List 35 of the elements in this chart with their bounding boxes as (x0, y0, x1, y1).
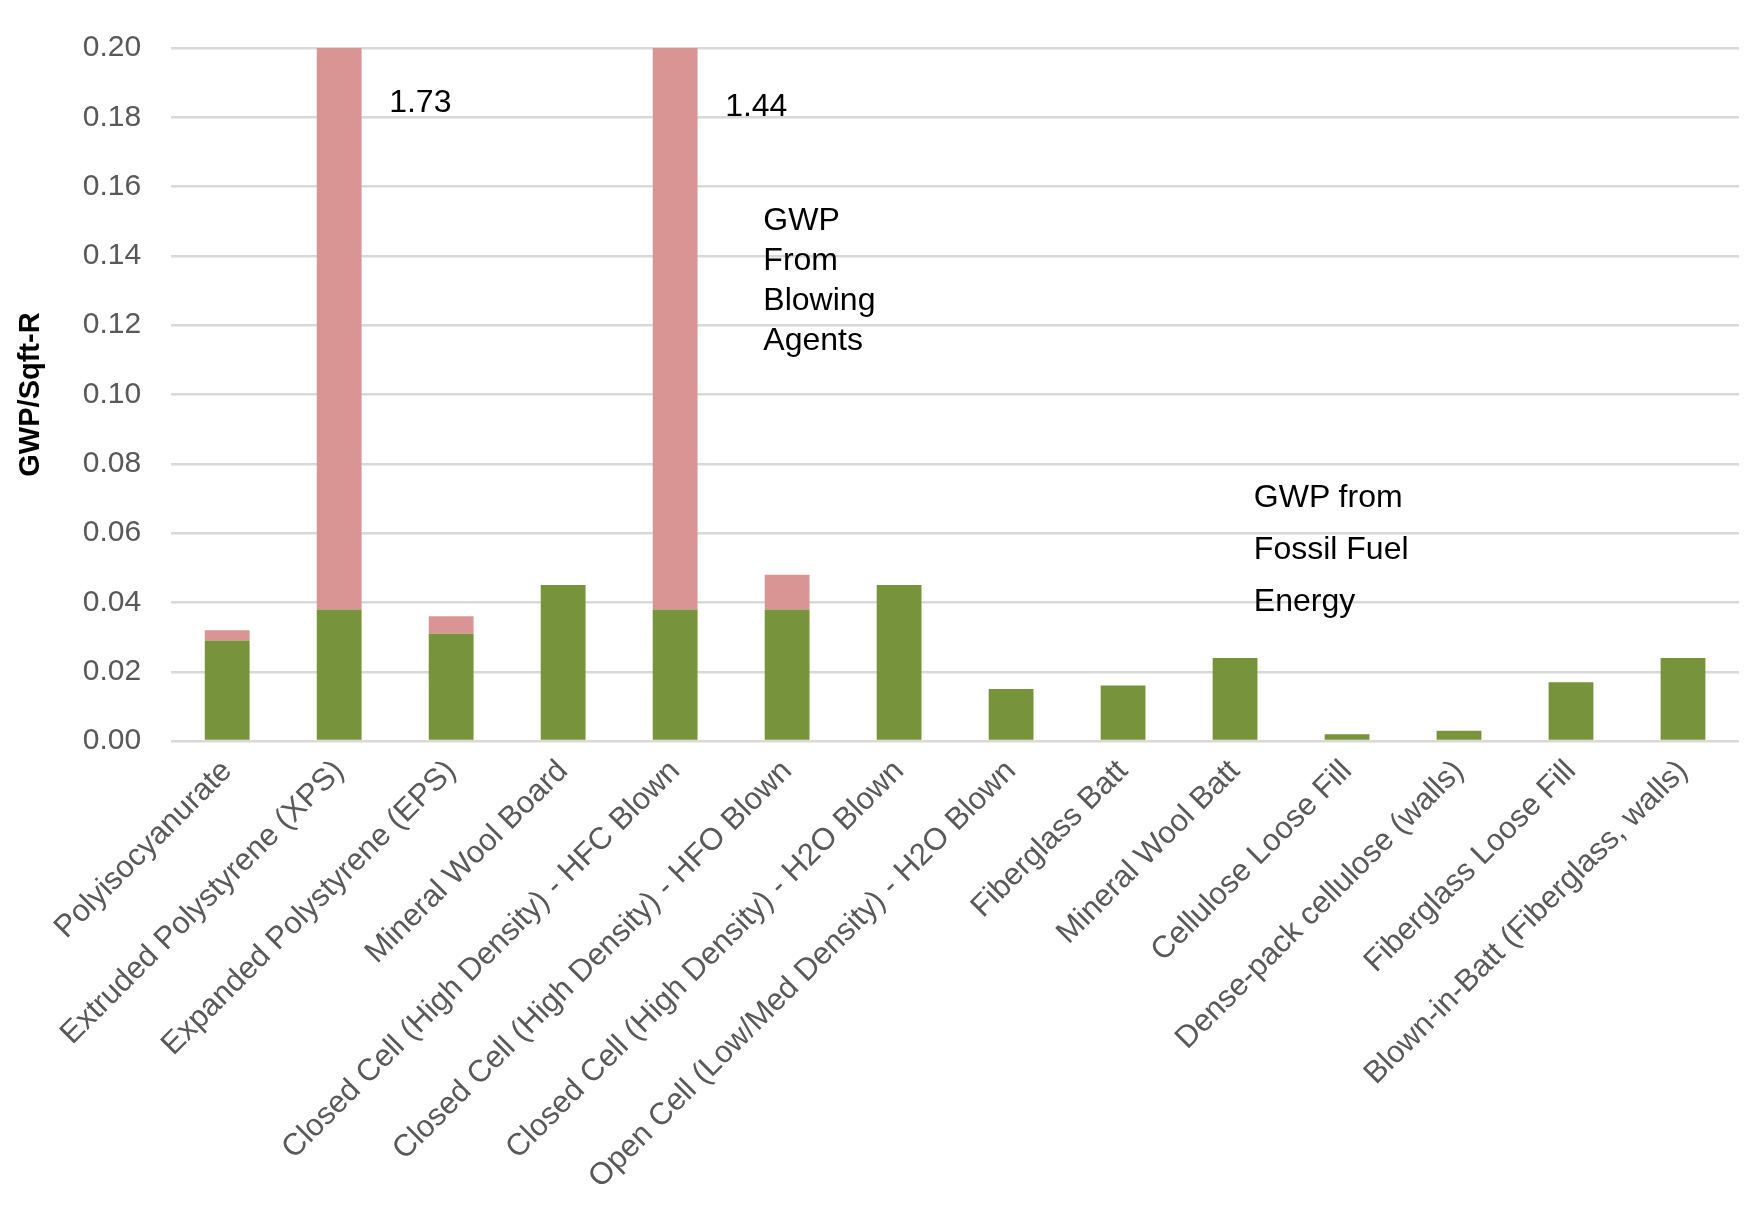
y-tick-label: 0.10 (82, 375, 142, 409)
series-label: GWP from Fossil Fuel Energy (1253, 478, 1409, 619)
y-tick-label: 0.12 (82, 306, 142, 340)
bar (764, 609, 810, 740)
y-tick-label: 0.20 (82, 29, 142, 63)
bar (1212, 657, 1258, 740)
bar (1436, 730, 1482, 740)
text: GWP From Blowing Agents (763, 201, 876, 358)
bar (204, 630, 250, 641)
bar (428, 616, 474, 634)
bar (540, 585, 586, 740)
bar (316, 609, 362, 740)
annotation: 1.44 (725, 86, 788, 123)
bar (764, 574, 810, 610)
y-tick-label: 0.18 (82, 98, 142, 132)
y-tick-label: 0.02 (82, 653, 142, 687)
bar (1548, 682, 1594, 740)
bar (1100, 685, 1146, 740)
y-tick-label: 0.08 (82, 445, 142, 479)
bar (876, 585, 922, 740)
y-tick-label: 0.06 (82, 514, 142, 548)
bar (1324, 734, 1370, 740)
y-tick-label: 0.04 (82, 583, 142, 617)
y-axis-title: GWP/Sqft-R (13, 312, 46, 477)
bar (1660, 657, 1706, 740)
annotation: 1.73 (389, 82, 452, 119)
bar (652, 609, 698, 740)
bar (204, 640, 250, 740)
y-tick-label: 0.00 (82, 722, 142, 756)
y-tick-label: 0.14 (82, 237, 142, 271)
bar (988, 689, 1034, 740)
bar (316, 48, 362, 610)
bar (428, 633, 474, 740)
y-tick-label: 0.16 (82, 167, 142, 201)
bar (652, 48, 698, 610)
